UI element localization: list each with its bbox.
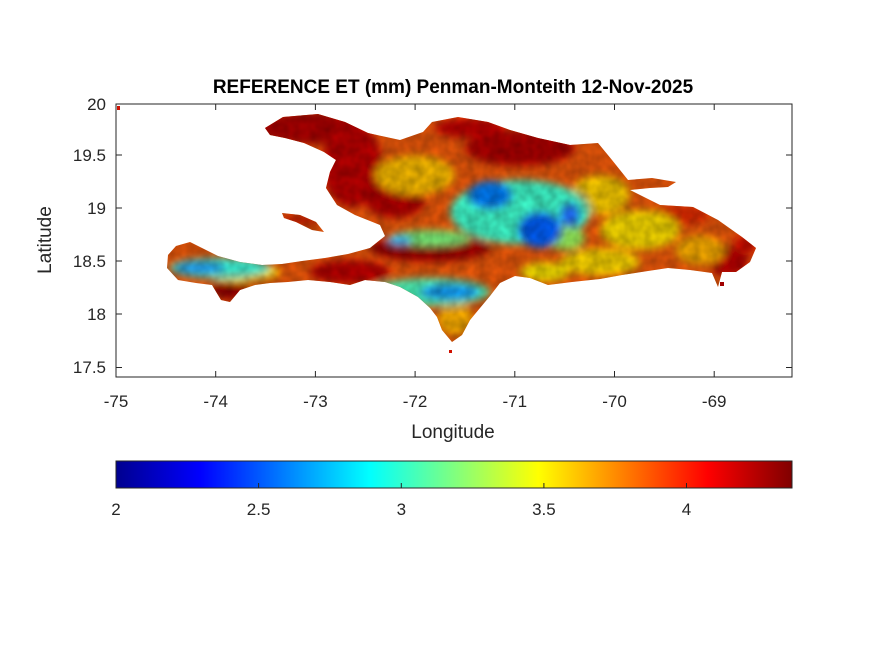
y-tick-label: 19.5 bbox=[73, 146, 106, 165]
colorbar-tick-label: 4 bbox=[682, 500, 691, 519]
y-tick-label: 19 bbox=[87, 199, 106, 218]
y-axis-label: Latitude bbox=[35, 206, 56, 274]
x-tick-label: -74 bbox=[203, 392, 228, 411]
x-tick-label: -73 bbox=[303, 392, 328, 411]
x-tick-label: -70 bbox=[602, 392, 627, 411]
x-tick-label: -75 bbox=[104, 392, 129, 411]
colorbar-tick-label: 2.5 bbox=[247, 500, 271, 519]
x-tick-label: -72 bbox=[403, 392, 428, 411]
y-tick-label: 17.5 bbox=[73, 358, 106, 377]
x-tick-label: -69 bbox=[702, 392, 727, 411]
x-axis-label: Longitude bbox=[411, 422, 494, 443]
y-tick-label: 18.5 bbox=[73, 252, 106, 271]
y-tick-label: 20 bbox=[87, 95, 106, 114]
colorbar: 2 2.5 3 3.5 4 bbox=[111, 460, 793, 519]
colorbar-tick-label: 2 bbox=[111, 500, 120, 519]
colorbar-tick-label: 3.5 bbox=[532, 500, 556, 519]
x-tick-label: -71 bbox=[503, 392, 528, 411]
x-axis: -75 -74 -73 -72 -71 -70 -69 Longitude bbox=[104, 104, 727, 443]
y-tick-label: 18 bbox=[87, 305, 106, 324]
chart-title: REFERENCE ET (mm) Penman-Monteith 12-Nov… bbox=[213, 77, 694, 98]
colorbar-gradient bbox=[115, 460, 793, 489]
y-axis: 17.5 18 18.5 19 19.5 20 Latitude bbox=[35, 95, 792, 377]
colorbar-tick-label: 3 bbox=[397, 500, 406, 519]
